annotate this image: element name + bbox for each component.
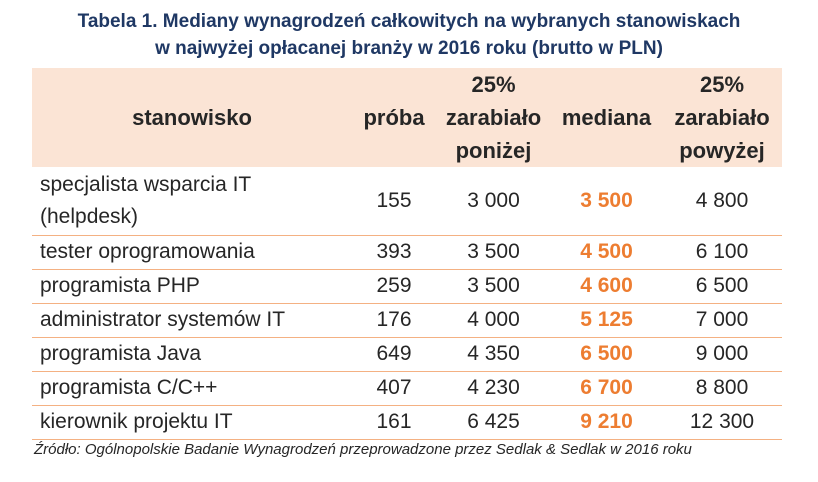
header-row: stanowisko próba 25% zarabiało poniżej m… <box>32 68 782 167</box>
table-row: specjalista wsparcia IT (helpdesk) 155 3… <box>32 167 782 235</box>
table-row: programista Java 649 4 350 6 500 9 000 <box>32 337 782 371</box>
cell-mediana: 4 600 <box>580 274 633 297</box>
cell-25-below: 6 425 <box>467 410 520 433</box>
cell-stanowisko: administrator systemów IT <box>40 308 286 331</box>
cell-stanowisko-line2: (helpdesk) <box>40 204 139 228</box>
cell-stanowisko: tester oprogramowania <box>40 240 255 263</box>
cell-mediana: 6 500 <box>580 342 633 365</box>
cell-25-above: 4 800 <box>695 188 749 212</box>
cell-proba: 259 <box>376 274 412 297</box>
header-25-above-l2: zarabiało <box>674 105 770 130</box>
header-25-below: 25% zarabiało poniżej <box>436 68 551 167</box>
cell-proba: 155 <box>376 188 412 212</box>
cell-25-above: 6 100 <box>695 240 749 263</box>
table-row: kierownik projektu IT 161 6 425 9 210 12… <box>32 405 782 439</box>
cell-proba: 176 <box>376 308 412 331</box>
cell-stanowisko: programista Java <box>40 342 202 365</box>
cell-25-below: 4 230 <box>467 376 520 399</box>
cell-25-above: 12 300 <box>689 410 755 433</box>
cell-25-above: 8 800 <box>695 376 749 399</box>
cell-mediana: 9 210 <box>580 410 633 433</box>
cell-mediana: 4 500 <box>580 240 633 263</box>
cell-25-above: 9 000 <box>695 342 749 365</box>
table-title: Tabela 1. Mediany wynagrodzeń całkowityc… <box>0 8 818 62</box>
cell-25-below: 3 500 <box>467 274 520 297</box>
header-25-above-l1: 25% <box>699 72 745 97</box>
header-25-above: 25% zarabiało powyżej <box>662 68 782 167</box>
header-proba: próba <box>363 105 425 130</box>
cell-25-below: 3 500 <box>467 240 520 263</box>
source-note: Źródło: Ogólnopolskie Badanie Wynagrodze… <box>34 441 692 458</box>
header-25-below-l1: 25% <box>471 72 516 97</box>
table-row: programista PHP 259 3 500 4 600 6 500 <box>32 269 782 303</box>
cell-proba: 407 <box>376 376 412 399</box>
cell-proba: 649 <box>376 342 412 365</box>
cell-stanowisko-line1: specjalista wsparcia IT <box>40 172 252 196</box>
header-25-above-l3: powyżej <box>679 138 765 163</box>
cell-stanowisko: specjalista wsparcia IT (helpdesk) <box>32 167 352 235</box>
header-stanowisko: stanowisko <box>132 105 252 130</box>
header-25-below-l2: zarabiało <box>445 105 542 130</box>
table-row: programista C/C++ 407 4 230 6 700 8 800 <box>32 371 782 405</box>
cell-proba: 393 <box>376 240 412 263</box>
cell-25-below: 4 000 <box>467 308 520 331</box>
table-row: tester oprogramowania 393 3 500 4 500 6 … <box>32 235 782 269</box>
cell-mediana: 3 500 <box>580 188 633 212</box>
header-25-below-l3: poniżej <box>455 138 532 163</box>
cell-stanowisko: programista PHP <box>40 274 200 297</box>
cell-proba: 161 <box>376 410 412 433</box>
salary-table: stanowisko próba 25% zarabiało poniżej m… <box>32 68 782 440</box>
cell-25-below: 4 350 <box>467 342 520 365</box>
title-line-2: w najwyżej opłacanej branży w 2016 roku … <box>155 38 663 59</box>
cell-25-below: 3 000 <box>467 188 520 212</box>
header-mediana: mediana <box>561 105 652 130</box>
cell-25-above: 7 000 <box>695 308 749 331</box>
cell-stanowisko: kierownik projektu IT <box>40 410 233 433</box>
cell-mediana: 6 700 <box>580 376 633 399</box>
cell-stanowisko: programista C/C++ <box>40 376 218 399</box>
table-row: administrator systemów IT 176 4 000 5 12… <box>32 303 782 337</box>
cell-25-above: 6 500 <box>695 274 749 297</box>
title-line-1: Tabela 1. Mediany wynagrodzeń całkowityc… <box>77 11 741 32</box>
cell-mediana: 5 125 <box>580 308 633 331</box>
